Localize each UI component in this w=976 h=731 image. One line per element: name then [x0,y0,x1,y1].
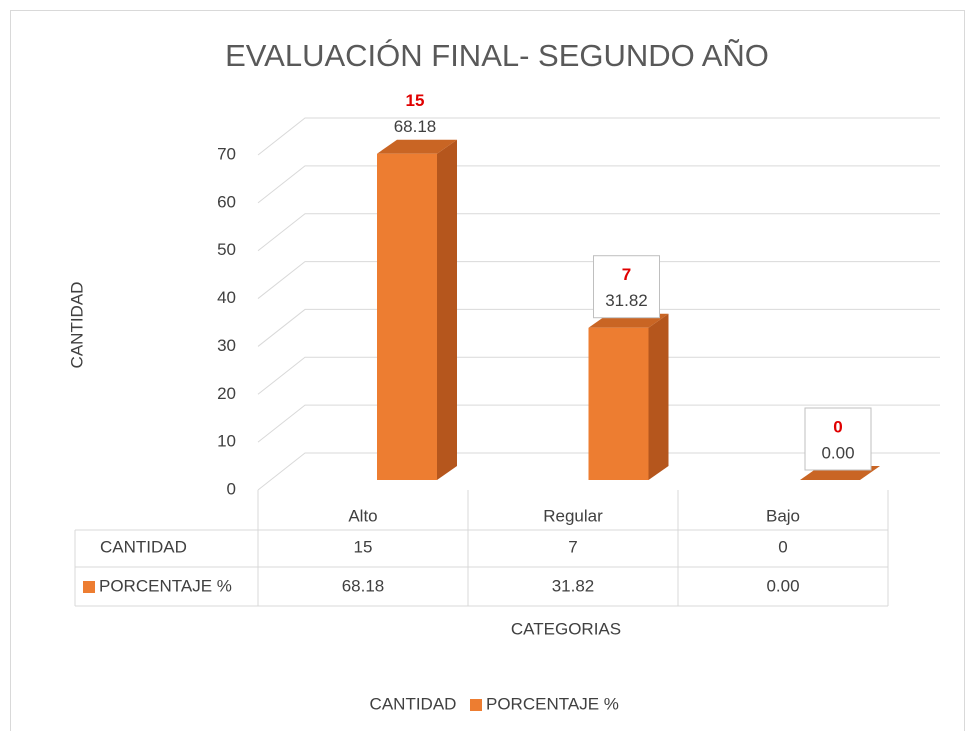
table-count: 15 [354,537,373,556]
table-percent: 31.82 [552,576,595,595]
grid-line [257,165,940,204]
legend-label: CANTIDAD [370,694,457,713]
y-tick-label: 50 [217,240,236,259]
grid-line [257,308,940,347]
bar-face [377,139,457,154]
x-tick-label: Bajo [766,506,800,525]
table-row-label: CANTIDAD [100,537,187,556]
data-label-box [593,255,660,319]
bar-face [588,327,649,480]
data-label-count: 0 [833,417,842,436]
x-axis-label: CATEGORIAS [511,619,621,638]
y-tick-label: 0 [227,479,236,498]
y-tick-label: 60 [217,192,236,211]
table-swatch [83,581,95,593]
grid-line [257,261,940,299]
x-tick-label: Regular [543,506,603,525]
legend-label: PORCENTAJE % [486,694,619,713]
table-row-label: PORCENTAJE % [99,576,232,595]
table-count: 0 [778,537,787,556]
data-label-count: 15 [406,91,425,110]
table-percent: 68.18 [342,576,385,595]
table-count: 7 [568,537,577,556]
data-label-percent: 31.82 [605,291,648,310]
x-tick-label: Alto [348,506,377,525]
table-percent: 0.00 [766,576,799,595]
data-label-percent: 68.18 [394,117,437,136]
bar [588,313,669,480]
y-tick-label: 30 [217,336,236,355]
chart-border [10,10,965,731]
y-tick-label: 20 [217,384,236,403]
grid-line [257,404,940,443]
bar-face [437,139,457,480]
bar [377,139,457,480]
y-tick-label: 40 [217,288,236,307]
grid-line [257,356,940,395]
grid-line [257,117,940,156]
bar-face [377,153,437,480]
bar-face [648,313,669,480]
data-label-percent: 0.00 [821,443,854,462]
data-label-box [804,407,872,471]
chart-title: EVALUACIÓN FINAL- SEGUNDO AÑO [225,38,769,73]
y-tick-label: 70 [217,144,236,163]
y-tick-label: 10 [217,432,236,451]
grid-line [257,213,940,252]
grid-line [257,452,940,491]
legend-swatch [470,699,482,711]
y-axis-label: CANTIDAD [67,282,86,369]
data-label-count: 7 [622,265,631,284]
